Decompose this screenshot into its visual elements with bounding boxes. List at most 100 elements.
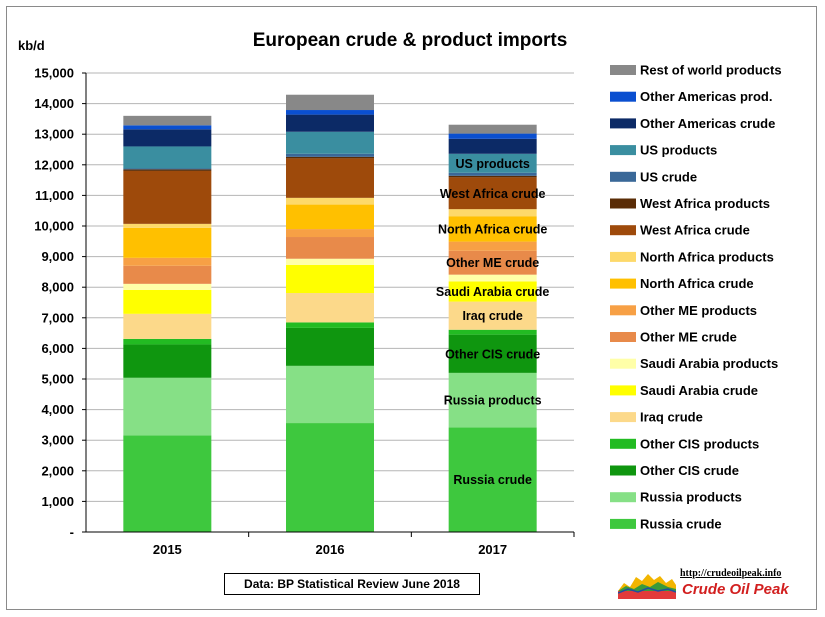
legend-swatch [610, 145, 636, 156]
bar-segment [448, 175, 537, 178]
bar-annotation: Other ME crude [446, 256, 539, 270]
bar-segment [123, 283, 212, 290]
x-tick-label: 2017 [478, 542, 507, 557]
data-source-note: Data: BP Statistical Review June 2018 [224, 573, 480, 595]
bar-segment [448, 177, 537, 210]
bar-segment [448, 334, 537, 373]
bar-segment [123, 146, 212, 169]
bar-segment [123, 377, 212, 436]
legend-swatch [610, 332, 636, 342]
y-tick-label: 4,000 [41, 402, 74, 417]
legend-swatch [610, 385, 636, 396]
legend-label: Other ME crude [640, 330, 737, 345]
bar-segment [448, 329, 537, 335]
legend-swatch [610, 171, 636, 182]
bar-annotation: Russia crude [453, 473, 532, 487]
bar-segment [448, 209, 537, 217]
legend-swatch [610, 412, 636, 423]
bar-segment [448, 250, 537, 275]
legend-label: Other CIS crude [640, 463, 739, 478]
legend-label: North Africa products [640, 249, 774, 264]
legend-swatch [610, 198, 636, 209]
logo-chart-icon [618, 574, 676, 599]
logo-name: Crude Oil Peak [682, 581, 789, 598]
legend-label: Other ME products [640, 303, 757, 318]
legend-swatch [610, 465, 636, 476]
bar-segment [286, 158, 374, 198]
bar-segment [123, 435, 212, 532]
bar-segment [286, 229, 374, 238]
bar-segment [286, 365, 374, 424]
logo-url[interactable]: http://crudeoilpeak.info [680, 568, 782, 579]
y-tick-label: 7,000 [41, 310, 74, 325]
bar-segment [448, 153, 537, 173]
bar-segment [448, 427, 537, 532]
bar-segment [448, 133, 537, 139]
legend-swatch [610, 225, 636, 236]
y-axis-ticks: - 1,000 2,000 3,000 4,000 5,000 6,000 7,000 8,00… [34, 66, 86, 540]
bar-annotation: Other CIS crude [445, 347, 540, 361]
bar-annotations: US products West Africa crude North Africa… [436, 157, 550, 487]
bar-segment [123, 344, 212, 378]
y-tick-label: 1,000 [41, 494, 74, 509]
bar-segment [286, 114, 374, 132]
legend-swatch [610, 305, 636, 316]
bar-segment [286, 131, 374, 154]
axes [85, 73, 574, 533]
crude-oil-peak-logo: http://crudeoilpeak.info Crude Oil Peak [618, 567, 808, 601]
legend-swatch [610, 251, 636, 262]
bar-segment [123, 227, 212, 258]
legend-swatch [610, 438, 636, 449]
bar-segment [448, 281, 537, 302]
legend-label: US crude [640, 169, 697, 184]
x-tick-label: 2015 [153, 542, 182, 557]
bar-segment [123, 289, 212, 314]
bar-segment [448, 172, 537, 176]
legend-label: Other Americas prod. [640, 89, 772, 104]
y-tick-label: 5,000 [41, 372, 74, 387]
legend-swatch [610, 278, 636, 289]
stacked-bars [123, 94, 537, 532]
bar-segment [286, 258, 374, 265]
bar-annotation: US products [456, 157, 530, 171]
legend-swatch [610, 492, 636, 503]
bar-segment [123, 168, 212, 170]
chart-frame [6, 6, 817, 610]
bar-segment [286, 293, 374, 323]
bar-annotation: Russia products [444, 394, 542, 408]
bar-segment [448, 138, 537, 154]
bar-segment [286, 237, 374, 259]
bar-segment [123, 129, 212, 147]
legend-label: US products [640, 143, 717, 158]
bar-segment [123, 169, 212, 171]
legend-swatch [610, 91, 636, 102]
bar-annotation: Saudi Arabia crude [436, 285, 550, 299]
legend-label: Other Americas crude [640, 116, 775, 131]
bar-annotation: North Africa crude [438, 222, 547, 236]
bar-segment [123, 170, 212, 224]
legend-label: North Africa crude [640, 276, 754, 291]
y-tick-label: 3,000 [41, 433, 74, 448]
bar-segment [286, 264, 374, 294]
y-tick-label: 15,000 [34, 66, 74, 81]
bar-annotation: West Africa crude [440, 187, 546, 201]
bar-segment [123, 265, 212, 284]
legend-label: Saudi Arabia products [640, 356, 778, 371]
bar-segment [448, 124, 537, 134]
y-tick-label: 14,000 [34, 96, 74, 111]
legend-label: Saudi Arabia crude [640, 383, 758, 398]
bar-segment [123, 338, 212, 345]
y-tick-label: 11,000 [35, 188, 74, 203]
bar-segment [448, 274, 537, 282]
legend-label: Other CIS products [640, 436, 759, 451]
legend-swatch [610, 358, 636, 369]
y-axis-unit-label: kb/d [18, 38, 45, 53]
bar-segment [286, 197, 374, 205]
bar-segment [448, 301, 537, 330]
bar-segment [286, 423, 374, 532]
bar-segment [286, 94, 374, 111]
legend-label: Iraq crude [640, 410, 703, 425]
x-axis-ticks: 2015 2016 2017 [153, 532, 575, 557]
y-tick-label: 13,000 [34, 127, 74, 142]
